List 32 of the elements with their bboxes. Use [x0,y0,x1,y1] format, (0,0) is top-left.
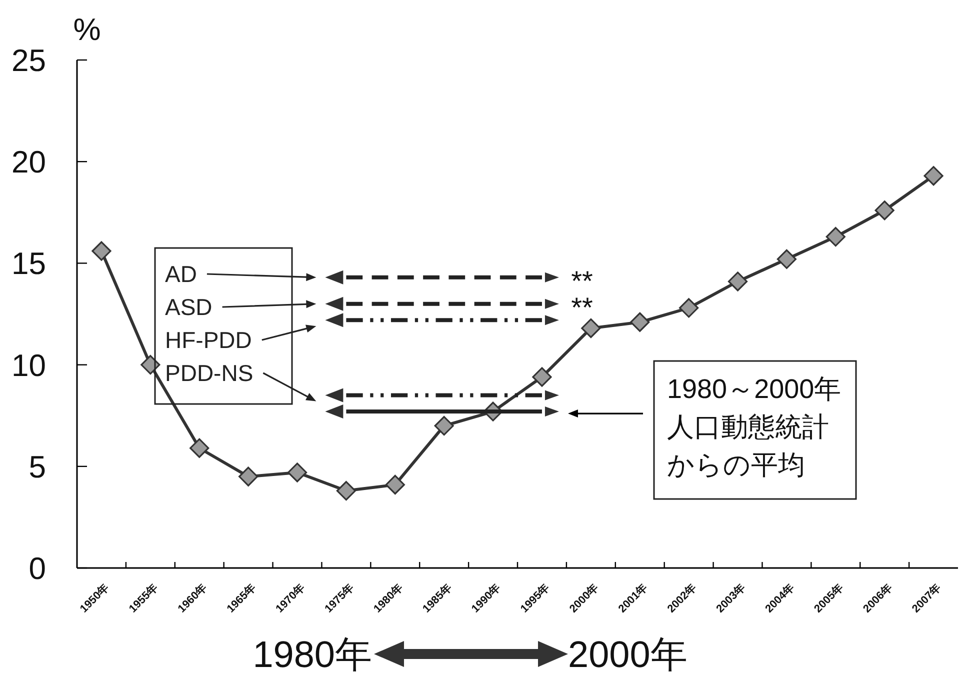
text: 2000年 [568,634,688,675]
y-tick-label: 15 [12,246,46,282]
text: 1980年 [252,634,372,675]
point [92,241,112,261]
point [776,249,796,269]
point [336,480,356,501]
point [874,200,894,220]
note-box: 1980～2000年人口動態統計からの平均 [653,360,857,500]
y-tick-label: 0 [28,551,46,586]
annotation: 1980～2000年人口動態統計からの平均 [667,374,842,480]
point [532,367,552,387]
legend-label: HF-PDD [165,327,252,353]
point [826,226,846,247]
point [140,355,160,375]
y-tick-label: 25 [12,43,46,78]
point [190,438,210,458]
point [924,166,944,186]
y-axis-title: % [73,12,101,47]
legend-label: ASD [165,294,212,320]
point [434,416,454,436]
y-tick-label: 10 [12,348,46,383]
point [238,466,258,486]
point [287,462,308,482]
point [728,272,748,292]
point [581,318,601,338]
point [385,474,405,494]
legend-label: AD [165,261,197,287]
y-tick-label: 20 [12,144,46,180]
legend-label: PDD-NS [165,360,254,386]
y-tick-label: 5 [28,449,46,484]
point [630,312,650,332]
point [679,298,699,318]
